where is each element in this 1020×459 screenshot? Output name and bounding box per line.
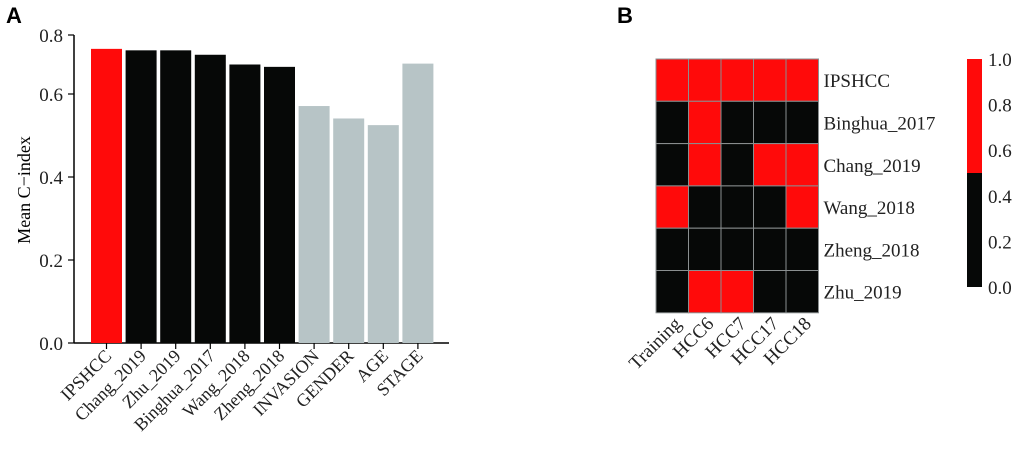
heatmap-cell-zheng_2018-hcc6 <box>688 227 722 271</box>
panel-label-a: A <box>6 3 22 28</box>
heatmap: IPSHCC Binghua_2017 Chang_2019 Wang_2018 Zhe… <box>625 50 1012 374</box>
row-label: Zhu_2019 <box>824 283 902 304</box>
bar-age <box>367 125 399 343</box>
heatmap-cell-ipshcc-hcc6 <box>688 58 722 102</box>
bar-invasion <box>298 106 330 343</box>
heatmap-cell-ipshcc-training <box>655 58 689 102</box>
colorbar-tick-label: 0.2 <box>988 232 1012 253</box>
colorbar-tick-label: 1.0 <box>988 50 1012 71</box>
heatmap-cell-wang_2018-hcc18 <box>785 185 819 229</box>
bar-stage <box>402 63 434 344</box>
heatmap-cell-chang_2019-hcc6 <box>688 143 722 187</box>
y-tick-label: 0.0 <box>39 334 63 355</box>
bar-wang_2018 <box>229 64 261 343</box>
panel-label-b: B <box>617 3 633 28</box>
y-tick-label: 0.2 <box>39 251 63 272</box>
heatmap-cell-binghua_2017-training <box>655 100 689 145</box>
bar-ipshcc <box>91 48 122 344</box>
heatmap-cell-wang_2018-hcc17 <box>753 185 787 229</box>
y-tick-label: 0.6 <box>39 85 63 106</box>
heatmap-cell-wang_2018-hcc6 <box>688 185 722 229</box>
row-label: Wang_2018 <box>824 198 915 219</box>
heatmap-cell-ipshcc-hcc18 <box>785 58 819 102</box>
row-label: Chang_2019 <box>824 156 921 177</box>
heatmap-cell-zheng_2018-hcc7 <box>720 227 754 271</box>
heatmap-cell-chang_2019-training <box>655 143 689 187</box>
heatmap-cell-wang_2018-training <box>655 185 689 229</box>
colorbar-tick-label: 0.6 <box>988 141 1012 162</box>
bar-chart: 0.00.20.40.60.8IPSHCCChang_2019Zhu_2019B… <box>39 26 449 435</box>
heatmap-cell-binghua_2017-hcc7 <box>720 100 754 145</box>
colorbar-low <box>967 173 982 287</box>
colorbar-tick-label: 0.0 <box>988 278 1012 299</box>
colorbar-high <box>967 59 982 173</box>
bar-zhu_2019 <box>160 50 192 344</box>
row-label: Zheng_2018 <box>824 240 920 261</box>
heatmap-cell-ipshcc-hcc7 <box>720 58 754 102</box>
heatmap-cell-chang_2019-hcc17 <box>753 143 787 187</box>
heatmap-cell-chang_2019-hcc7 <box>720 143 754 187</box>
heatmap-cell-binghua_2017-hcc17 <box>753 100 787 145</box>
heatmap-cell-wang_2018-hcc7 <box>720 185 754 229</box>
heatmap-cell-zhu_2019-hcc6 <box>688 270 722 314</box>
bar-binghua_2017 <box>194 54 226 343</box>
bar-gender <box>333 118 365 343</box>
heatmap-cell-zhu_2019-hcc7 <box>720 270 754 314</box>
heatmap-cell-ipshcc-hcc17 <box>753 58 787 102</box>
heatmap-cell-zhu_2019-hcc17 <box>753 270 787 314</box>
heatmap-cell-zhu_2019-hcc18 <box>785 270 819 314</box>
heatmap-cell-chang_2019-hcc18 <box>785 143 819 187</box>
row-label: IPSHCC <box>824 71 891 92</box>
colorbar-tick-label: 0.8 <box>988 96 1012 117</box>
heatmap-cell-zheng_2018-hcc17 <box>753 227 787 271</box>
heatmap-cell-zheng_2018-training <box>655 227 689 271</box>
bar-chang_2019 <box>125 50 157 344</box>
row-label: Binghua_2017 <box>824 113 936 134</box>
heatmap-cell-zheng_2018-hcc18 <box>785 227 819 271</box>
colorbar-tick-label: 0.4 <box>988 187 1012 208</box>
y-axis-label: Mean C−index <box>14 136 34 244</box>
bar-zheng_2018 <box>264 66 295 344</box>
y-tick-label: 0.4 <box>39 168 63 189</box>
y-tick-label: 0.8 <box>39 26 63 47</box>
heatmap-cell-binghua_2017-hcc6 <box>688 100 722 145</box>
heatmap-cell-zhu_2019-training <box>655 270 689 314</box>
heatmap-cell-binghua_2017-hcc18 <box>785 100 819 145</box>
